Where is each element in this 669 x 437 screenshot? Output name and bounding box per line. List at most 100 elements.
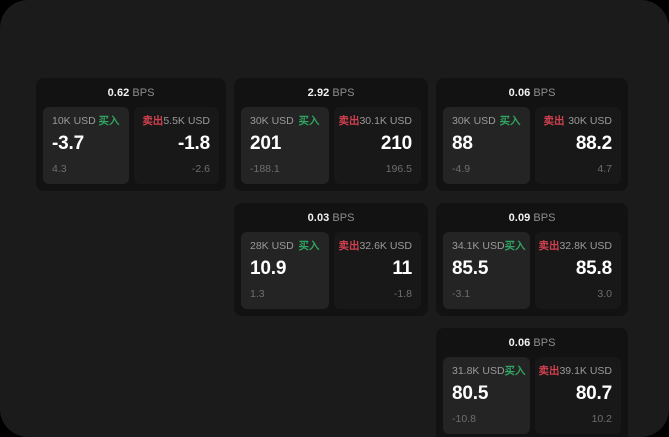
buy-action-label: 买入	[504, 240, 526, 252]
bps-unit-label: BPS	[533, 212, 556, 224]
card-sides: 30K USD 买入 201 -188.1 30.1K USD 卖出 210 1…	[241, 107, 421, 184]
sell-action-label: 卖出	[142, 115, 164, 127]
sell-side[interactable]: 5.5K USD 卖出 -1.8 -2.6	[133, 107, 219, 184]
bps-unit-label: BPS	[332, 87, 355, 99]
sell-side[interactable]: 30.1K USD 卖出 210 196.5	[333, 107, 421, 184]
buy-delta: -188.1	[250, 163, 280, 175]
sell-side-header: 30K USD 卖出	[544, 115, 613, 128]
buy-side-header: 30K USD 买入	[452, 115, 521, 128]
card-sides: 10K USD 买入 -3.7 4.3 5.5K USD 卖出 -1.8 -2.…	[43, 107, 219, 184]
sell-delta: 10.2	[591, 413, 612, 425]
buy-size-label: 30K USD	[452, 115, 496, 127]
sell-side[interactable]: 32.6K USD 卖出 11 -1.8	[333, 232, 421, 309]
sell-size-label: 30.1K USD	[359, 115, 412, 127]
buy-side[interactable]: 30K USD 买入 88 -4.9	[443, 107, 530, 184]
sell-delta: 4.7	[597, 163, 612, 175]
buy-price: 85.5	[452, 258, 489, 279]
buy-size-label: 30K USD	[250, 115, 294, 127]
bps-unit-label: BPS	[332, 212, 355, 224]
buy-price: 80.5	[452, 383, 489, 404]
bps-value: 0.09	[508, 212, 531, 224]
buy-side[interactable]: 28K USD 买入 10.9 1.3	[241, 232, 329, 309]
buy-side-header: 28K USD 买入	[250, 240, 320, 253]
buy-delta: -4.9	[452, 163, 471, 175]
card-header: 0.06 BPS	[443, 335, 621, 357]
sell-side-header: 5.5K USD 卖出	[142, 115, 210, 128]
sell-action-label: 卖出	[543, 115, 565, 127]
sell-action-label: 卖出	[538, 240, 560, 252]
card-header: 2.92 BPS	[241, 85, 421, 107]
buy-action-label: 买入	[298, 115, 320, 127]
sell-action-label: 卖出	[338, 115, 360, 127]
buy-price: -3.7	[52, 133, 84, 154]
buy-side[interactable]: 34.1K USD 买入 85.5 -3.1	[443, 232, 530, 309]
card-header: 0.62 BPS	[43, 85, 219, 107]
sell-side[interactable]: 39.1K USD 卖出 80.7 10.2	[534, 357, 621, 434]
sell-size-label: 32.6K USD	[359, 240, 412, 252]
bps-value: 0.03	[307, 212, 330, 224]
sell-size-label: 39.1K USD	[559, 365, 612, 377]
quote-column-2: 2.92 BPS 30K USD 买入 201 -188.1 30.1K USD	[234, 78, 428, 316]
sell-delta: 196.5	[385, 163, 412, 175]
bps-value: 0.06	[508, 87, 531, 99]
buy-side-header: 34.1K USD 买入	[452, 240, 526, 253]
sell-side-header: 32.6K USD 卖出	[338, 240, 412, 253]
sell-price: -1.8	[178, 133, 210, 154]
sell-size-label: 32.8K USD	[559, 240, 612, 252]
buy-side-header: 30K USD 买入	[250, 115, 320, 128]
sell-delta: -2.6	[191, 163, 210, 175]
buy-price: 201	[250, 133, 282, 154]
sell-action-label: 卖出	[338, 240, 360, 252]
quote-card[interactable]: 0.06 BPS 31.8K USD 买入 80.5 -10.8 39.1K US…	[436, 328, 628, 437]
bps-unit-label: BPS	[132, 87, 155, 99]
buy-side-header: 31.8K USD 买入	[452, 365, 526, 378]
sell-delta: -1.8	[393, 288, 412, 300]
quote-card[interactable]: 2.92 BPS 30K USD 买入 201 -188.1 30.1K USD	[234, 78, 428, 191]
quote-card[interactable]: 0.09 BPS 34.1K USD 买入 85.5 -3.1 32.8K USD	[436, 203, 628, 316]
card-sides: 31.8K USD 买入 80.5 -10.8 39.1K USD 卖出 80.…	[443, 357, 621, 434]
buy-side[interactable]: 10K USD 买入 -3.7 4.3	[43, 107, 129, 184]
bps-value: 0.62	[107, 87, 130, 99]
sell-delta: 3.0	[597, 288, 612, 300]
quote-column-3: 0.06 BPS 30K USD 买入 88 -4.9 30K USD	[436, 78, 628, 437]
sell-price: 80.7	[575, 383, 612, 404]
sell-size-label: 30K USD	[568, 115, 612, 127]
quote-card[interactable]: 0.06 BPS 30K USD 买入 88 -4.9 30K USD	[436, 78, 628, 191]
buy-delta: -10.8	[452, 413, 476, 425]
buy-side[interactable]: 31.8K USD 买入 80.5 -10.8	[443, 357, 530, 434]
buy-size-label: 31.8K USD	[452, 365, 505, 377]
card-header: 0.09 BPS	[443, 210, 621, 232]
sell-side[interactable]: 32.8K USD 卖出 85.8 3.0	[534, 232, 621, 309]
buy-price: 10.9	[250, 258, 287, 279]
buy-size-label: 10K USD	[52, 115, 96, 127]
sell-size-label: 5.5K USD	[163, 115, 210, 127]
quote-card[interactable]: 0.03 BPS 28K USD 买入 10.9 1.3 32.6K USD	[234, 203, 428, 316]
sell-price: 85.8	[575, 258, 612, 279]
sell-side-header: 32.8K USD 卖出	[538, 240, 612, 253]
sell-price: 88.2	[575, 133, 612, 154]
card-sides: 34.1K USD 买入 85.5 -3.1 32.8K USD 卖出 85.8…	[443, 232, 621, 309]
card-sides: 30K USD 买入 88 -4.9 30K USD 卖出 88.2 4.7	[443, 107, 621, 184]
sell-action-label: 卖出	[538, 365, 560, 377]
card-header: 0.06 BPS	[443, 85, 621, 107]
card-sides: 28K USD 买入 10.9 1.3 32.6K USD 卖出 11 -1.8	[241, 232, 421, 309]
sell-price: 210	[380, 133, 412, 154]
buy-side[interactable]: 30K USD 买入 201 -188.1	[241, 107, 329, 184]
sell-side[interactable]: 30K USD 卖出 88.2 4.7	[534, 107, 621, 184]
buy-size-label: 34.1K USD	[452, 240, 505, 252]
buy-price: 88	[452, 133, 473, 154]
buy-action-label: 买入	[98, 115, 120, 127]
bps-value: 2.92	[307, 87, 330, 99]
sell-price: 11	[392, 258, 412, 279]
buy-delta: -3.1	[452, 288, 471, 300]
buy-action-label: 买入	[504, 365, 526, 377]
buy-side-header: 10K USD 买入	[52, 115, 120, 128]
buy-delta: 4.3	[52, 163, 67, 175]
quote-card[interactable]: 0.62 BPS 10K USD 买入 -3.7 4.3 5.5K USD	[36, 78, 226, 191]
bps-value: 0.06	[508, 337, 531, 349]
buy-action-label: 买入	[298, 240, 320, 252]
buy-size-label: 28K USD	[250, 240, 294, 252]
buy-action-label: 买入	[499, 115, 521, 127]
quote-column-1: 0.62 BPS 10K USD 买入 -3.7 4.3 5.5K USD	[36, 78, 226, 191]
